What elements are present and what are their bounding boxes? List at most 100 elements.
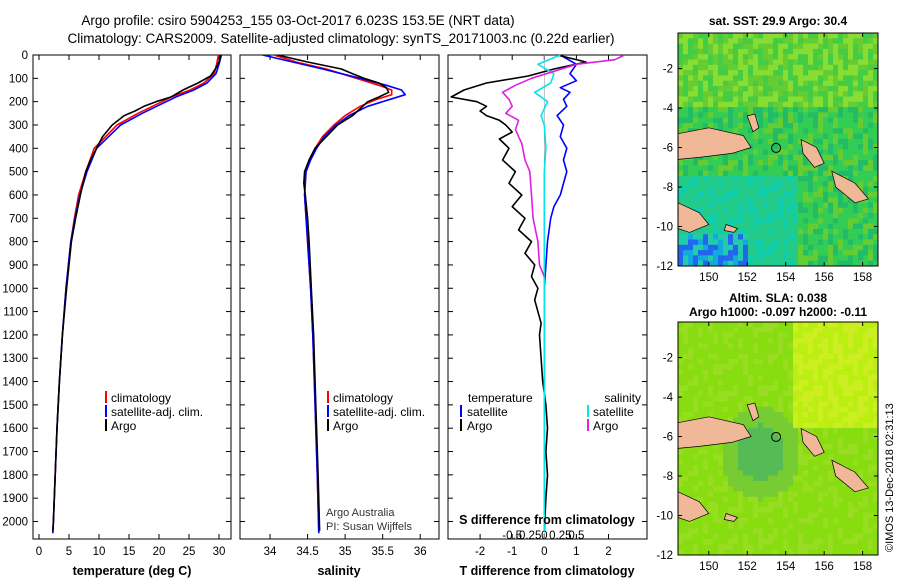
map-cell [723, 327, 729, 333]
map-cell [758, 64, 764, 71]
map-cell [808, 549, 814, 555]
map-cell [783, 480, 789, 487]
land-polygon [831, 459, 870, 493]
map-cell [848, 244, 854, 251]
map-cell [868, 449, 874, 455]
map-cell [688, 475, 694, 482]
map-cell [713, 512, 719, 519]
map-cell [808, 191, 814, 198]
map-cell [818, 507, 824, 513]
map-cell [763, 412, 769, 418]
map-cell [678, 33, 684, 39]
map-cell [693, 255, 699, 261]
map-cell [693, 396, 699, 402]
map-cell [683, 170, 689, 177]
map-cell [718, 412, 724, 418]
map-cell [768, 64, 774, 71]
map-cell [773, 480, 779, 487]
map-cell [823, 75, 829, 81]
map-cell [693, 380, 699, 386]
map-cell [683, 359, 689, 365]
map-cell [873, 454, 878, 460]
map-cell [703, 406, 709, 413]
map-cell [788, 207, 794, 214]
map-cell [783, 438, 789, 445]
map-cell [863, 433, 869, 439]
map-cell [728, 202, 734, 209]
map-cell [793, 475, 799, 482]
map-cell [693, 343, 699, 349]
map-cell [703, 80, 709, 87]
map-cell [718, 186, 724, 193]
map-cell [868, 507, 874, 513]
map-cell [803, 385, 809, 392]
map-cell [873, 480, 878, 487]
map-cell [698, 327, 704, 333]
map-cell [753, 154, 759, 161]
map-cell [863, 154, 869, 161]
map-cell [768, 234, 774, 240]
map-cell [803, 160, 809, 166]
map-cell [768, 239, 774, 246]
map-cell [753, 170, 759, 177]
land-polygon [831, 170, 870, 204]
map-cell [763, 417, 769, 423]
map-cell [773, 375, 779, 381]
map-cell [818, 396, 824, 402]
map-cell [728, 327, 734, 333]
map-cell [788, 128, 794, 134]
map-cell [698, 239, 704, 246]
map-cell [868, 176, 874, 182]
map-cell [778, 533, 784, 540]
map-cell [763, 138, 769, 145]
map-cell [818, 427, 824, 434]
map-cell [873, 348, 878, 355]
map-cell [783, 459, 789, 466]
map-cell [873, 533, 878, 540]
map-cell [783, 327, 789, 333]
map-cell [773, 390, 779, 397]
map-cell [778, 512, 784, 519]
map-cell [863, 417, 869, 423]
map-cell [848, 75, 854, 81]
map-cell [838, 390, 844, 397]
map-cell [838, 239, 844, 246]
map-cell [678, 322, 684, 328]
map-cell [763, 70, 769, 76]
map-cell [763, 454, 769, 460]
map-cell [793, 507, 799, 513]
map-cell [698, 454, 704, 460]
map-cell [718, 181, 724, 187]
map-cell [768, 486, 774, 492]
map-cell [768, 107, 774, 113]
map-cell [863, 234, 869, 240]
map-cell [728, 86, 734, 92]
map-cell [758, 512, 764, 519]
map-cell [803, 480, 809, 487]
map-cell [738, 48, 744, 55]
map-cell [848, 517, 854, 524]
map-cell [853, 406, 859, 413]
map-cell [858, 144, 864, 150]
map-cell [828, 433, 834, 439]
map-cell [763, 202, 769, 209]
map-cell [728, 107, 734, 113]
map-cell [803, 343, 809, 349]
map-cell [783, 523, 789, 529]
map-cell [713, 154, 719, 161]
map-cell [743, 43, 749, 50]
map-cell [858, 533, 864, 540]
map-cell [788, 533, 794, 540]
map-cell [768, 197, 774, 203]
map-cell [738, 348, 744, 355]
map-cell [808, 181, 814, 187]
map-cell [773, 186, 779, 193]
map-cell [868, 327, 874, 333]
map-cell [748, 255, 754, 261]
map-cell [753, 96, 759, 103]
map-cell [778, 160, 784, 166]
map-cell [818, 517, 824, 524]
map-cell [863, 91, 869, 97]
map-cell [858, 160, 864, 166]
map-cell [863, 502, 869, 508]
